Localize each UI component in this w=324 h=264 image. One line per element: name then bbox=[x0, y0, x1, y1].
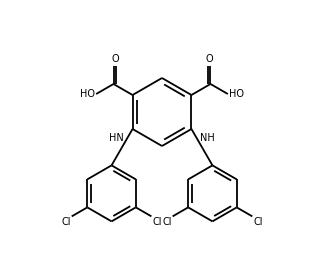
Text: HO: HO bbox=[229, 89, 244, 99]
Text: HO: HO bbox=[80, 89, 95, 99]
Text: NH: NH bbox=[200, 133, 215, 143]
Text: Cl: Cl bbox=[152, 217, 162, 227]
Text: O: O bbox=[205, 54, 213, 64]
Text: O: O bbox=[111, 54, 119, 64]
Text: Cl: Cl bbox=[253, 217, 263, 227]
Text: Cl: Cl bbox=[61, 217, 71, 227]
Text: Cl: Cl bbox=[162, 217, 172, 227]
Text: HN: HN bbox=[109, 133, 124, 143]
